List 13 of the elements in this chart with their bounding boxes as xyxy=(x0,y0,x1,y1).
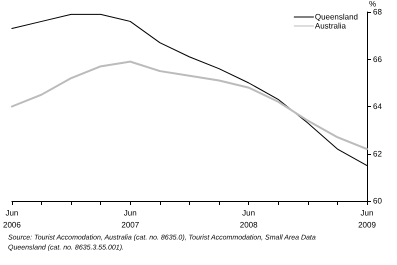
x-tick-label: Jun 2008 xyxy=(240,208,258,230)
legend-label: Australia xyxy=(314,22,347,30)
line-series xyxy=(10,60,368,150)
y-tick-label: 60 xyxy=(373,196,382,206)
x-tick-label: Jun 2006 xyxy=(3,208,22,230)
x-tick-label: Jun 2009 xyxy=(358,208,376,230)
legend-label: Queensland xyxy=(314,12,358,22)
y-tick-label: 62 xyxy=(373,149,382,158)
y-tick-label: 66 xyxy=(373,54,382,64)
y-axis-title: % xyxy=(369,0,376,8)
x-tick-label: Jun 2007 xyxy=(121,208,140,230)
y-tick-label: 64 xyxy=(373,102,382,111)
y-tick-label: 68 xyxy=(373,8,382,16)
